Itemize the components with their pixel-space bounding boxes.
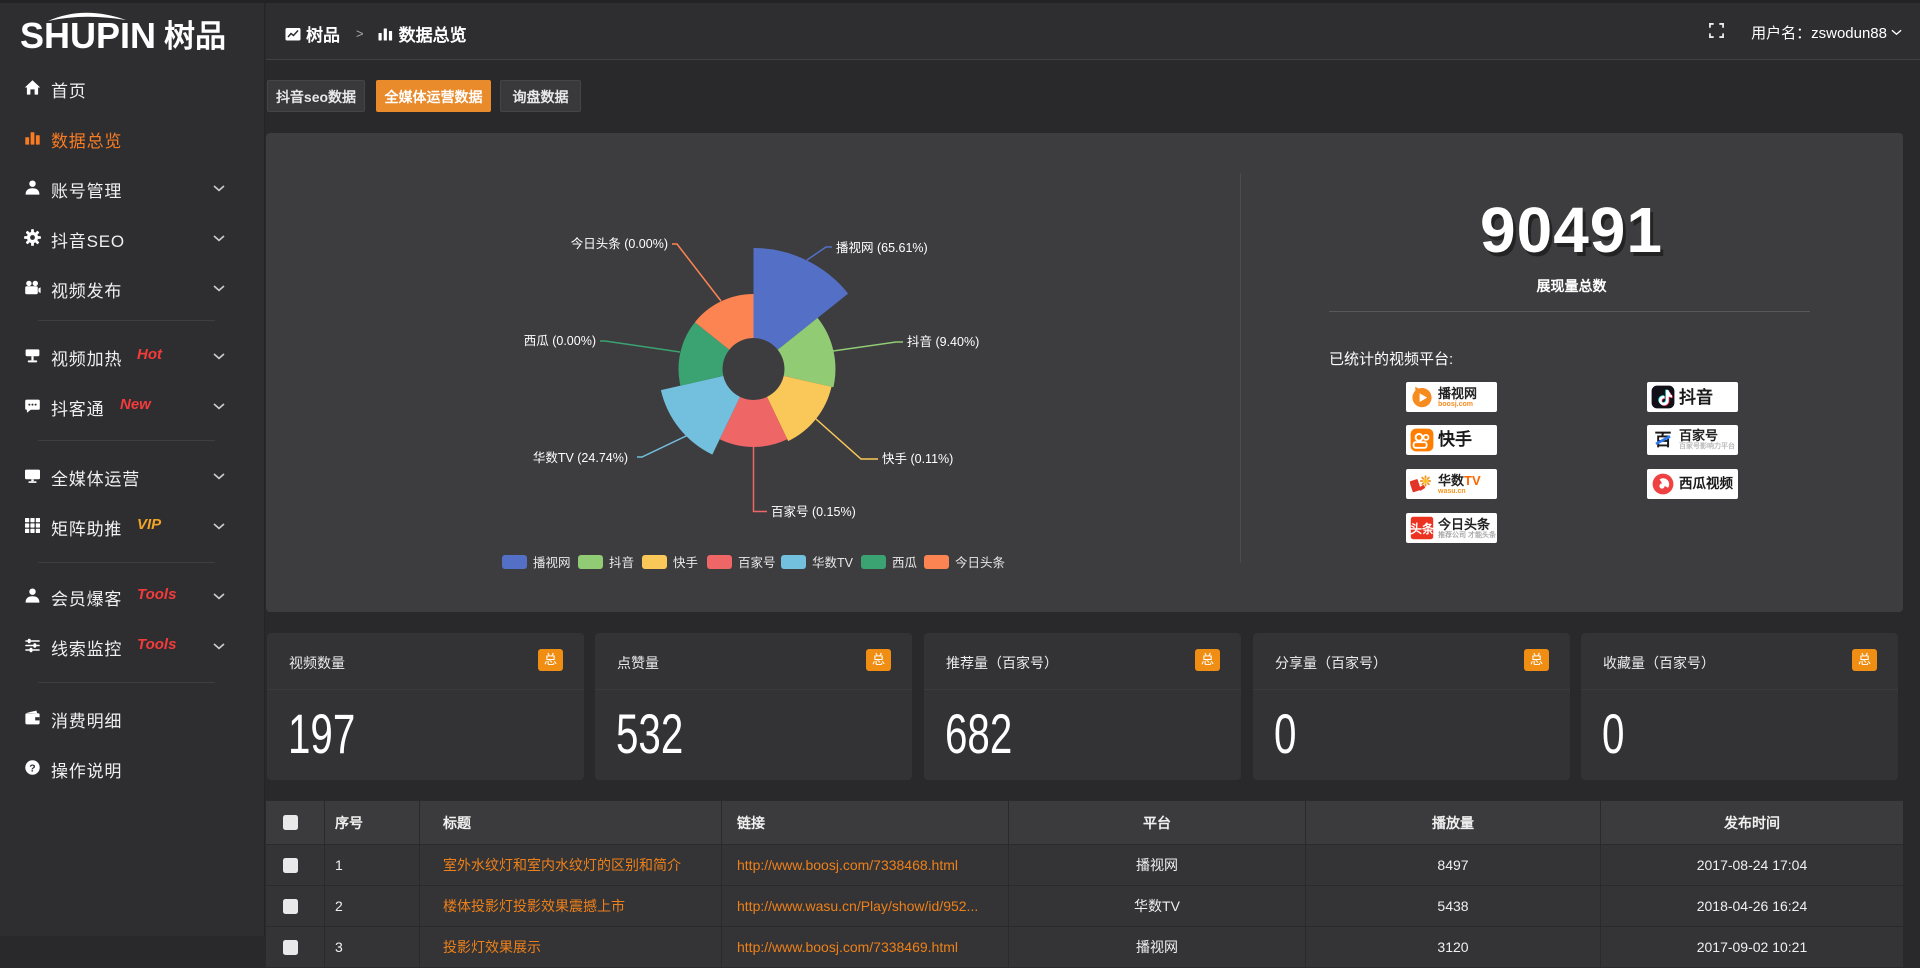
- svg-text:西瓜: 西瓜: [892, 556, 918, 570]
- svg-text:头条: 头条: [1410, 521, 1434, 536]
- svg-text:西瓜 (0.00%): 西瓜 (0.00%): [524, 334, 596, 348]
- svg-text:快手 (0.11%): 快手 (0.11%): [882, 452, 953, 466]
- svg-text:抖音: 抖音: [609, 555, 634, 570]
- svg-text:华数TV (24.74%): 华数TV (24.74%): [533, 450, 628, 465]
- svg-text:今日头条 (0.00%): 今日头条 (0.00%): [571, 236, 668, 251]
- svg-text:百家号: 百家号: [738, 555, 776, 570]
- svg-text:今日头条: 今日头条: [955, 555, 1006, 570]
- svg-text:SHUPIN: SHUPIN: [20, 15, 156, 56]
- svg-text:快手: 快手: [673, 556, 698, 570]
- svg-text:播视网 (65.61%): 播视网 (65.61%): [836, 240, 928, 255]
- svg-text:华数TV: 华数TV: [812, 555, 854, 570]
- svg-text:树品: 树品: [164, 19, 226, 54]
- svg-text:抖音 (9.40%): 抖音 (9.40%): [907, 334, 979, 349]
- svg-text:播视网: 播视网: [533, 555, 571, 570]
- svg-text:百家号 (0.15%): 百家号 (0.15%): [771, 504, 856, 519]
- svg-text:?: ?: [29, 762, 35, 774]
